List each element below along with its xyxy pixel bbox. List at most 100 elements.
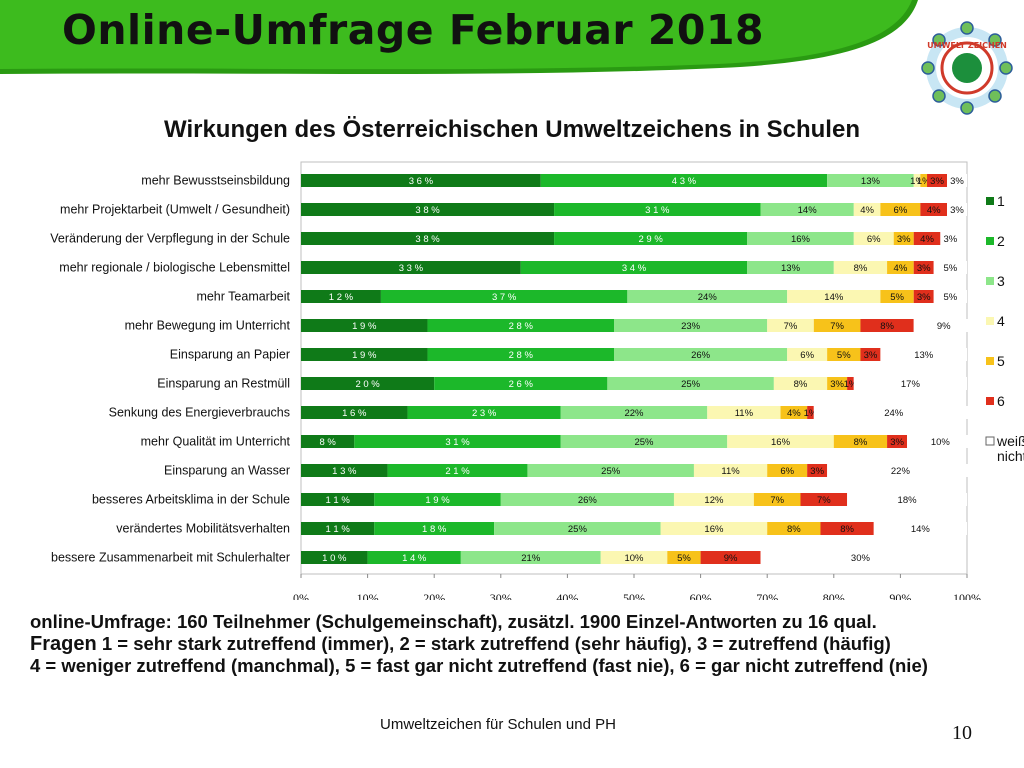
data-label: 8% [794, 379, 808, 390]
bar-segment [301, 464, 388, 477]
bar-segment [407, 406, 561, 419]
bar-segment [940, 232, 961, 245]
category-labels: mehr Bewusstseinsbildung mehr Projektarbe… [50, 174, 290, 565]
bar-segment [760, 203, 854, 216]
bar-segment [847, 493, 967, 506]
bar-segment [560, 406, 708, 419]
x-tick-label: 70% [756, 591, 778, 600]
bar-segment [374, 522, 495, 535]
data-label: 3 4 % [622, 263, 647, 274]
data-label: 22% [891, 466, 911, 477]
x-tick-label: 100% [953, 591, 981, 600]
bar-segment [301, 377, 435, 390]
category-label: mehr Teamarbeit [196, 290, 290, 304]
data-label: 5% [943, 263, 957, 274]
data-label: 3% [950, 176, 964, 187]
legend-label: 4 [997, 313, 1005, 329]
bar-segment [301, 435, 355, 448]
data-label: 8% [787, 524, 801, 535]
data-label: 3% [950, 205, 964, 216]
bar-segment [880, 203, 921, 216]
data-label: 14% [824, 292, 844, 303]
x-tick-label: 30% [490, 591, 512, 600]
data-label: 3% [830, 379, 844, 390]
data-label: 10% [931, 437, 951, 448]
survey-note: online-Umfrage: 160 Teilnehmer (Schulgem… [30, 611, 1020, 677]
data-label: 5% [837, 350, 851, 361]
data-label: 13% [914, 350, 934, 361]
category-label: Senkung des Energieverbrauchs [109, 406, 290, 420]
data-label: 7% [770, 495, 784, 506]
bar-segment [913, 174, 921, 187]
legend-label: 1 [997, 193, 1005, 209]
bar-segment [827, 377, 848, 390]
x-tick-label: 90% [889, 591, 911, 600]
bar-segment [460, 551, 601, 564]
bar-segment [301, 522, 375, 535]
data-label: 2 8 % [509, 350, 534, 361]
logo-text: UMWELT ZEICHEN [927, 41, 1007, 50]
bar-segment [301, 290, 381, 303]
bar-segment [427, 348, 615, 361]
bar-segment [913, 232, 941, 245]
bar-segment [301, 232, 555, 245]
bar-segment [301, 319, 428, 332]
data-label: 1 3 % [332, 466, 357, 477]
x-tick-label: 40% [556, 591, 578, 600]
bar-segment [627, 290, 788, 303]
bar-segment [560, 435, 728, 448]
bar-segment [827, 174, 914, 187]
category-label: besseres Arbeitsklima in der Schule [92, 493, 290, 507]
data-label: 2 6 % [509, 379, 534, 390]
category-label: verändertes Mobilitätsverhalten [116, 522, 290, 536]
bar-segment [907, 435, 974, 448]
legend-label: 6 [997, 393, 1005, 409]
x-tick-label: 80% [823, 591, 845, 600]
data-label: 2 3 % [472, 408, 497, 419]
bar-segment [700, 551, 761, 564]
category-label: Einsparung an Restmüll [157, 377, 290, 391]
data-label: 1 9 % [425, 495, 450, 506]
data-label: 1 8 % [422, 524, 447, 535]
bar-segment [787, 348, 828, 361]
data-label: 4% [787, 408, 801, 419]
data-label: 3% [810, 466, 824, 477]
data-label: 26% [691, 350, 711, 361]
banner-shape [0, 0, 918, 74]
bar-segment [301, 551, 368, 564]
bar-segment [847, 377, 854, 390]
bar-segment [667, 551, 701, 564]
data-label: 24% [884, 408, 904, 419]
data-label: 18% [898, 495, 918, 506]
data-label: 4% [894, 263, 908, 274]
data-label: 8% [854, 437, 868, 448]
data-label: 2 0 % [355, 379, 380, 390]
data-label: 7% [817, 495, 831, 506]
legend-label: 3 [997, 273, 1005, 289]
legend-swatch [986, 317, 994, 325]
bar-segment [927, 174, 948, 187]
legend-label: weiß [996, 433, 1024, 449]
bar-segment [860, 348, 881, 361]
data-label: 1 4 % [402, 553, 427, 564]
umweltzeichen-logo: UMWELT ZEICHEN [921, 21, 1013, 115]
data-label: 1% [910, 176, 924, 187]
page-title: Online-Umfrage Februar 2018 [62, 6, 765, 54]
bar-segment [787, 290, 881, 303]
data-label: 4 3 % [672, 176, 697, 187]
data-label: 13% [861, 176, 881, 187]
bar-segment [813, 319, 861, 332]
x-tick-label: 0% [293, 591, 309, 600]
legend-swatch [986, 397, 994, 405]
bar-segment [853, 203, 881, 216]
data-label: 5% [677, 553, 691, 564]
data-label: 7% [830, 321, 844, 332]
bar-segment [920, 174, 928, 187]
x-tick-label: 50% [623, 591, 645, 600]
bar-segment [707, 406, 781, 419]
data-label: 5% [943, 292, 957, 303]
bar-segment [380, 290, 628, 303]
data-label: 9% [937, 321, 951, 332]
data-label: 25% [634, 437, 654, 448]
bar-segment [860, 319, 914, 332]
